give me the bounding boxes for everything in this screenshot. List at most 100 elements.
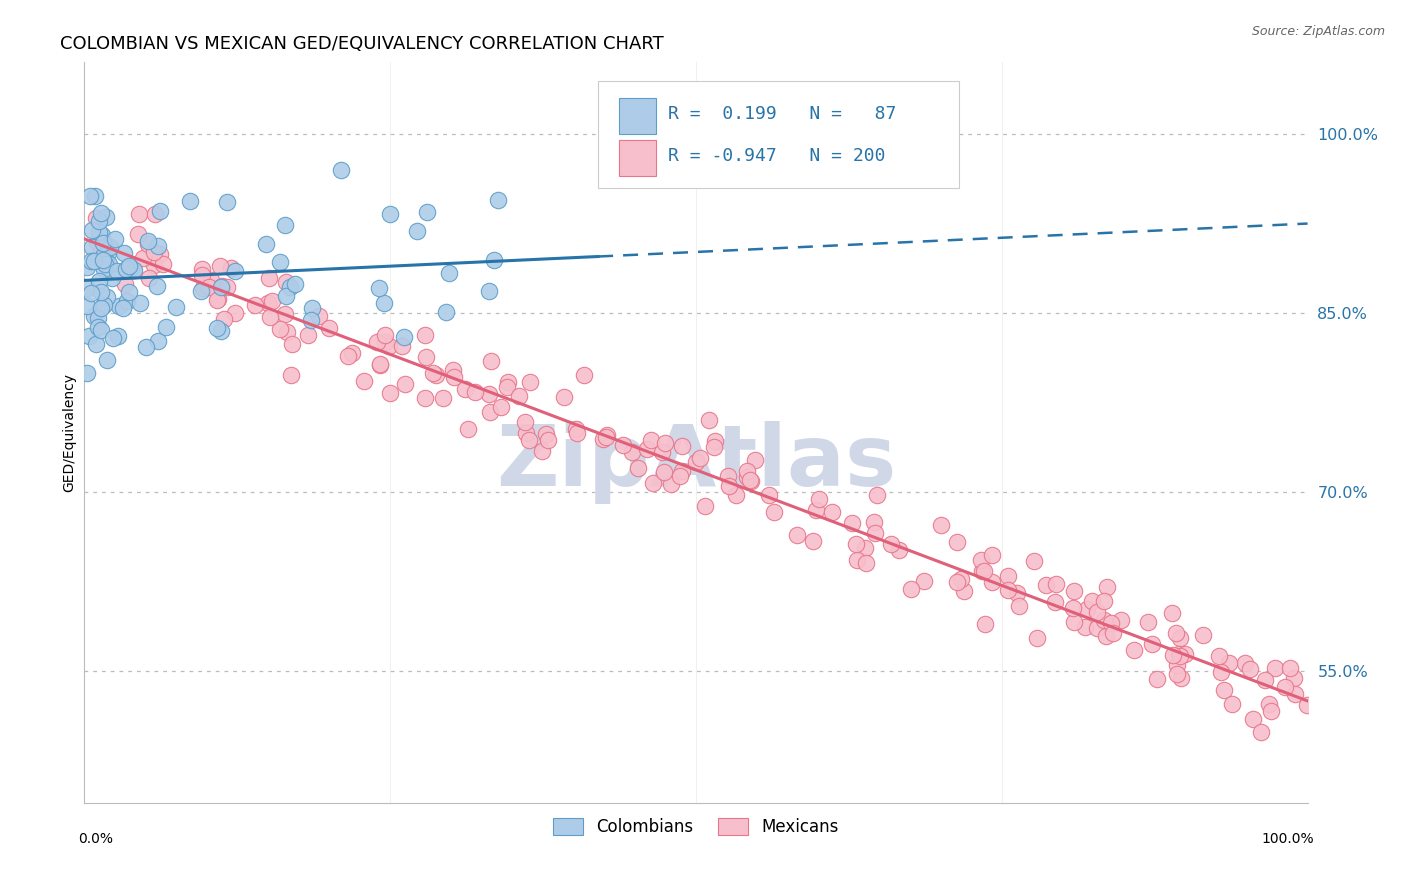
Point: [695, 500, 717, 514]
Point: [970, 553, 993, 567]
Point: [434, 305, 457, 319]
Point: [564, 422, 586, 436]
Point: [565, 426, 588, 441]
Point: [104, 232, 127, 246]
Point: [1161, 648, 1184, 662]
FancyBboxPatch shape: [619, 140, 655, 176]
Point: [1109, 613, 1132, 627]
Point: [301, 301, 323, 315]
Point: [1073, 620, 1095, 634]
Point: [136, 234, 159, 248]
Point: [454, 383, 477, 397]
Point: [76, 299, 98, 313]
Point: [380, 386, 402, 401]
Point: [142, 245, 165, 260]
Point: [973, 565, 995, 579]
Point: [735, 464, 758, 478]
Y-axis label: GED/Equivalency: GED/Equivalency: [62, 373, 76, 492]
Point: [425, 368, 447, 383]
Point: [1063, 615, 1085, 630]
Point: [308, 309, 330, 323]
Point: [149, 246, 172, 260]
Point: [90, 301, 112, 315]
Point: [86, 319, 108, 334]
Point: [94, 257, 117, 271]
Point: [1233, 657, 1256, 671]
Point: [259, 271, 281, 285]
Point: [1063, 584, 1085, 599]
Point: [643, 475, 665, 490]
Point: [478, 285, 501, 299]
Point: [1092, 594, 1115, 608]
Text: Source: ZipAtlas.com: Source: ZipAtlas.com: [1251, 25, 1385, 38]
Point: [207, 321, 229, 335]
Point: [744, 452, 766, 467]
Point: [1168, 648, 1191, 663]
Point: [114, 262, 136, 277]
Point: [101, 271, 124, 285]
Point: [105, 264, 128, 278]
Point: [489, 400, 512, 414]
Point: [845, 537, 868, 551]
Point: [207, 292, 229, 306]
Point: [863, 515, 886, 529]
Point: [87, 310, 110, 325]
Point: [441, 363, 464, 377]
Point: [94, 254, 117, 268]
Point: [329, 162, 352, 177]
Point: [406, 224, 429, 238]
Point: [740, 474, 762, 488]
Point: [519, 433, 541, 447]
Point: [120, 261, 142, 276]
Point: [391, 339, 413, 353]
Point: [97, 257, 120, 271]
Point: [717, 469, 740, 483]
Point: [1191, 628, 1213, 642]
Point: [1137, 615, 1160, 629]
Text: 100.0%: 100.0%: [1261, 832, 1313, 847]
Point: [143, 258, 166, 272]
Point: [636, 442, 658, 456]
Point: [1008, 599, 1031, 614]
Point: [496, 380, 519, 394]
Point: [1024, 553, 1046, 567]
Point: [478, 405, 501, 419]
Point: [1102, 626, 1125, 640]
Point: [889, 542, 911, 557]
Point: [114, 277, 136, 291]
Point: [211, 278, 233, 293]
Point: [640, 433, 662, 447]
Point: [107, 329, 129, 343]
Point: [122, 263, 145, 277]
Point: [1170, 671, 1192, 685]
Point: [1284, 687, 1306, 701]
Point: [112, 301, 135, 315]
Point: [437, 266, 460, 280]
Point: [155, 320, 177, 334]
Point: [997, 583, 1019, 598]
Point: [1264, 661, 1286, 675]
Point: [149, 203, 172, 218]
Point: [685, 455, 707, 469]
Point: [394, 376, 416, 391]
Point: [368, 359, 391, 373]
Point: [96, 353, 118, 368]
Point: [337, 349, 360, 363]
Point: [90, 323, 112, 337]
Point: [146, 278, 169, 293]
Point: [1026, 632, 1049, 646]
Point: [1164, 625, 1187, 640]
Point: [256, 295, 278, 310]
Point: [807, 491, 830, 506]
Point: [122, 262, 145, 277]
Point: [90, 285, 112, 299]
Point: [84, 211, 107, 226]
Point: [224, 306, 246, 320]
Point: [135, 340, 157, 354]
Text: R =  0.199   N =   87: R = 0.199 N = 87: [668, 105, 896, 123]
Point: [318, 321, 340, 335]
Point: [496, 375, 519, 389]
Point: [86, 235, 108, 250]
Point: [1140, 637, 1163, 651]
Point: [669, 469, 692, 483]
